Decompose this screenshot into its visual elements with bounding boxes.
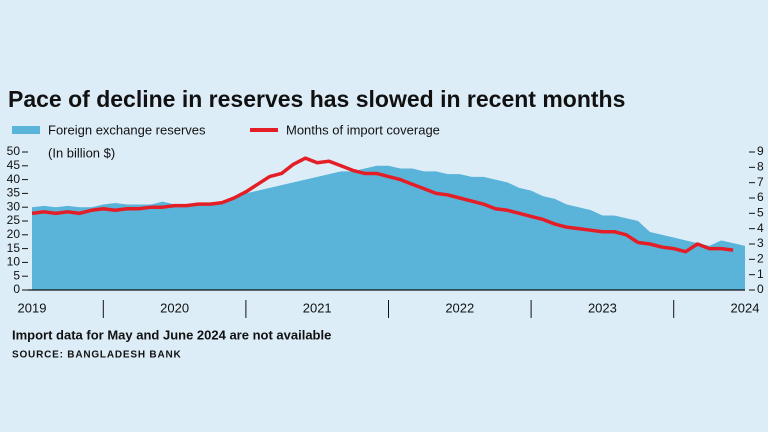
y-tick-label: 20 bbox=[7, 227, 21, 241]
y2-tick-label: 8 bbox=[757, 160, 764, 174]
source: SOURCE: BANGLADESH BANK bbox=[12, 350, 182, 361]
y-tick-label: 15 bbox=[7, 241, 21, 255]
x-tick-label: 2021 bbox=[303, 300, 332, 315]
coverage-line bbox=[31, 156, 734, 254]
y2-tick-label: 2 bbox=[757, 252, 764, 266]
y2-tick-label: 1 bbox=[757, 267, 764, 281]
y-tick-label: 40 bbox=[7, 172, 21, 186]
legend-label: Months of import coverage bbox=[286, 122, 440, 137]
y-tick-label: 45 bbox=[7, 158, 21, 172]
legend-swatch bbox=[12, 126, 40, 134]
y-tick-label: 0 bbox=[13, 282, 20, 296]
footnote: Import data for May and June 2024 are no… bbox=[12, 327, 331, 342]
x-tick-label: 2019 bbox=[18, 300, 47, 315]
y-tick-label: 10 bbox=[7, 255, 21, 269]
y2-tick-label: 0 bbox=[757, 282, 764, 296]
x-tick-label: 2020 bbox=[160, 300, 189, 315]
y-tick-label: 25 bbox=[7, 213, 21, 227]
reserves-area bbox=[32, 165, 745, 290]
y2-tick-label: 7 bbox=[757, 175, 764, 189]
y2-tick-label: 9 bbox=[757, 144, 764, 158]
y2-tick-label: 4 bbox=[757, 221, 764, 235]
y-tick-label: 50 bbox=[7, 144, 21, 158]
y2-tick-label: 3 bbox=[757, 236, 764, 250]
x-tick-label: 2022 bbox=[445, 300, 474, 315]
chart-title: Pace of decline in reserves has slowed i… bbox=[8, 86, 625, 112]
legend-label: Foreign exchange reserves bbox=[48, 122, 206, 137]
y-axis-label: (In billion $) bbox=[48, 145, 115, 160]
y-tick-label: 5 bbox=[13, 268, 20, 282]
x-tick-label: 2024 bbox=[731, 300, 760, 315]
y2-tick-label: 6 bbox=[757, 190, 764, 204]
y-tick-label: 30 bbox=[7, 199, 21, 213]
y-tick-label: 35 bbox=[7, 186, 21, 200]
x-tick-label: 2023 bbox=[588, 300, 617, 315]
y2-tick-label: 5 bbox=[757, 206, 764, 220]
